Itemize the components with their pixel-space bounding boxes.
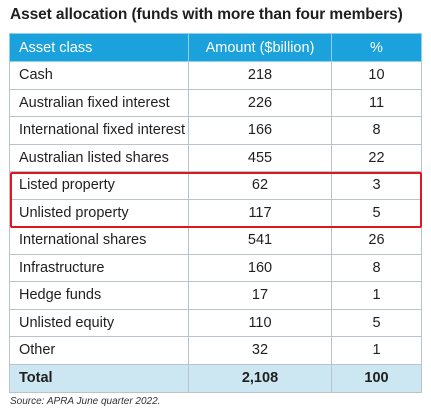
amount-cell: 455 (188, 143, 332, 172)
total-percent: 100 (331, 363, 422, 393)
asset-class-cell: International shares (9, 226, 189, 255)
percent-cell: 5 (331, 198, 422, 227)
amount-cell: 218 (188, 61, 332, 90)
asset-class-cell: International fixed interest (9, 116, 189, 145)
amount-cell: 117 (188, 198, 332, 227)
table-body: Cash 218 10 Australian fixed interest 226 11 I… (9, 61, 422, 365)
table-row: Infrastructure 160 8 (9, 253, 422, 282)
amount-cell: 32 (188, 336, 332, 365)
table-row: Listed property 62 3 (9, 171, 422, 200)
amount-cell: 110 (188, 308, 332, 337)
amount-cell: 160 (188, 253, 332, 282)
asset-class-cell: Unlisted equity (9, 308, 189, 337)
asset-class-cell: Australian fixed interest (9, 88, 189, 117)
percent-cell: 11 (331, 88, 422, 117)
percent-cell: 8 (331, 116, 422, 145)
amount-cell: 62 (188, 171, 332, 200)
asset-allocation-table: Asset class Amount ($billion) % Cash 218 1… (9, 33, 422, 393)
asset-class-cell: Infrastructure (9, 253, 189, 282)
total-label: Total (9, 363, 189, 393)
asset-class-cell: Australian listed shares (9, 143, 189, 172)
amount-cell: 17 (188, 281, 332, 310)
table-row: Hedge funds 17 1 (9, 281, 422, 310)
asset-class-cell: Cash (9, 61, 189, 90)
table-row: Other 32 1 (9, 336, 422, 365)
table-title: Asset allocation (funds with more than f… (10, 6, 403, 23)
table-row: Cash 218 10 (9, 61, 422, 90)
percent-cell: 26 (331, 226, 422, 255)
amount-cell: 226 (188, 88, 332, 117)
amount-cell: 541 (188, 226, 332, 255)
table-row: Unlisted equity 110 5 (9, 308, 422, 337)
asset-class-cell: Unlisted property (9, 198, 189, 227)
percent-cell: 22 (331, 143, 422, 172)
percent-cell: 1 (331, 281, 422, 310)
header-row: Asset class Amount ($billion) % (9, 33, 422, 62)
source-note: Source: APRA June quarter 2022. (10, 396, 161, 407)
asset-class-cell: Listed property (9, 171, 189, 200)
table-row: International fixed interest 166 8 (9, 116, 422, 145)
table-row: Australian fixed interest 226 11 (9, 88, 422, 117)
total-row: Total 2,108 100 (9, 363, 422, 393)
column-header-amount: Amount ($billion) (188, 33, 332, 62)
asset-class-cell: Hedge funds (9, 281, 189, 310)
asset-allocation-table-container: Asset class Amount ($billion) % Cash 218 1… (9, 33, 422, 393)
column-header-asset-class: Asset class (9, 33, 189, 62)
column-header-percent: % (331, 33, 422, 62)
asset-class-cell: Other (9, 336, 189, 365)
percent-cell: 8 (331, 253, 422, 282)
table-row: Australian listed shares 455 22 (9, 143, 422, 172)
percent-cell: 3 (331, 171, 422, 200)
percent-cell: 1 (331, 336, 422, 365)
total-amount: 2,108 (188, 363, 332, 393)
amount-cell: 166 (188, 116, 332, 145)
percent-cell: 10 (331, 61, 422, 90)
table-row: International shares 541 26 (9, 226, 422, 255)
table-row: Unlisted property 117 5 (9, 198, 422, 227)
percent-cell: 5 (331, 308, 422, 337)
